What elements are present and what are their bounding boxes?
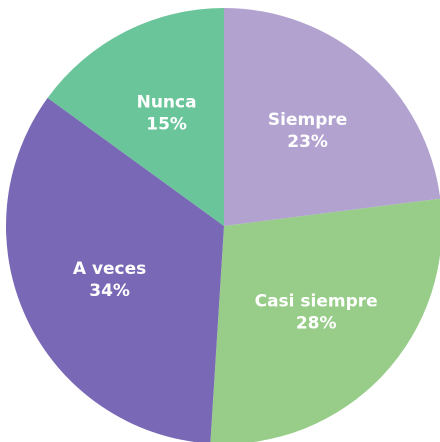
slice-value-label: 23% [287, 132, 328, 152]
chart: Siempre23% Casi siempre28% A veces34% Nunca… [0, 0, 440, 442]
slice-label: Siempre [268, 110, 347, 130]
slice-label: A veces [73, 259, 146, 279]
slice-value-label: 34% [89, 281, 130, 301]
slice-value-label: 15% [146, 114, 187, 134]
slice-value-label: 28% [296, 314, 337, 334]
slice-label: Nunca [137, 92, 197, 112]
slice-label: Casi siempre [255, 292, 378, 312]
